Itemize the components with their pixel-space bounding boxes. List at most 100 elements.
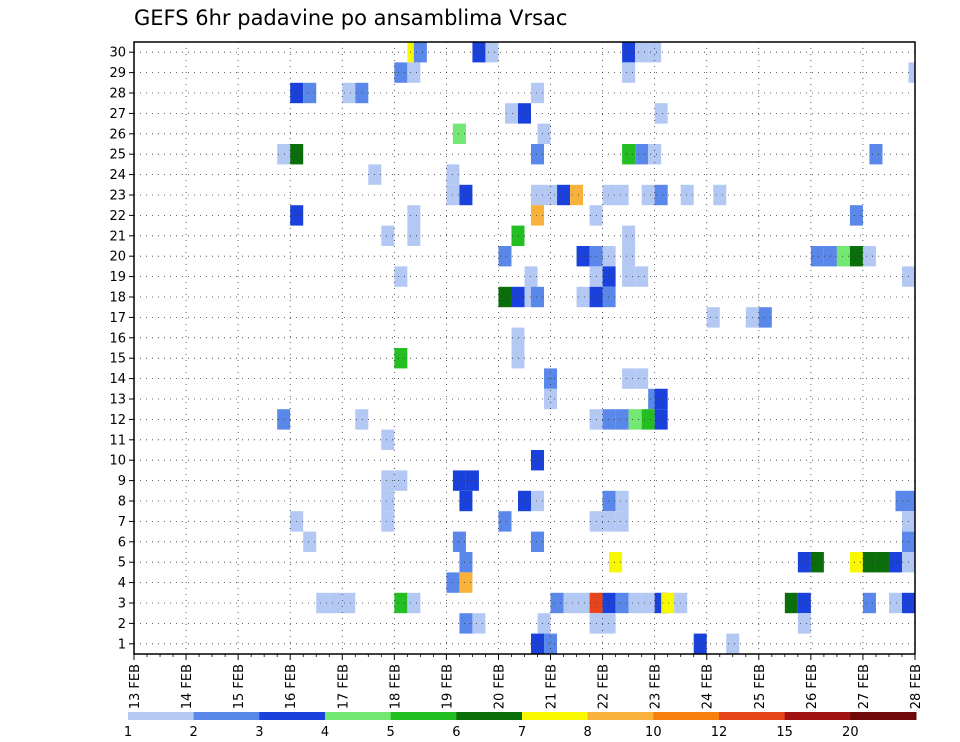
heatmap-cell — [615, 184, 629, 206]
heatmap-cell — [498, 286, 512, 308]
heatmap-cell — [544, 633, 558, 654]
y-tick-label: 12 — [109, 413, 126, 428]
legend-label: 8 — [584, 725, 592, 740]
heatmap-cell — [531, 205, 545, 226]
legend-label: 1 — [124, 725, 132, 740]
y-tick-label: 14 — [109, 372, 126, 387]
heatmap-cell — [550, 592, 564, 614]
y-tick-label: 7 — [118, 515, 126, 530]
heatmap-cell — [531, 144, 545, 165]
y-tick-label: 11 — [109, 433, 126, 448]
grid-lines — [134, 42, 915, 654]
legend-swatch — [719, 712, 786, 720]
heatmap-cell — [622, 42, 636, 63]
heatmap-cell — [726, 633, 740, 654]
heatmap-cell — [797, 552, 811, 573]
y-tick-label: 27 — [109, 107, 126, 122]
heatmap-cell — [602, 511, 616, 532]
x-axis-ticks: 13 FEB 14 FEB 15 FEB 16 FEB 17 FEB 18 FEB 19 F… — [128, 654, 924, 709]
heatmap-cell — [622, 266, 636, 287]
legend-swatch — [193, 712, 260, 720]
heatmap-cell — [849, 205, 863, 226]
heatmap-cell — [862, 246, 876, 267]
legend-label: 6 — [452, 725, 460, 740]
heatmap-cell — [394, 592, 408, 614]
heatmap-cell — [908, 62, 915, 83]
y-tick-label: 24 — [109, 168, 126, 183]
y-tick-label: 16 — [109, 331, 126, 346]
heatmap-cell — [654, 184, 668, 206]
heatmap-cell — [316, 592, 330, 614]
heatmap-cell — [524, 266, 538, 287]
heatmap-cell — [576, 286, 590, 308]
legend-swatch — [653, 712, 720, 720]
x-tick-label: 25 FEB — [753, 664, 768, 709]
heatmap-cell — [888, 592, 902, 614]
heatmap-cell — [602, 613, 616, 634]
heatmap-cell — [615, 490, 629, 512]
legend-label: 3 — [255, 725, 263, 740]
heatmap-cell — [849, 552, 863, 573]
y-tick-label: 15 — [109, 352, 126, 367]
heatmap-cell — [531, 490, 545, 512]
heatmap-cell — [635, 266, 649, 287]
x-tick-label: 19 FEB — [440, 664, 455, 709]
heatmap-cell — [459, 552, 473, 573]
heatmap-cell — [862, 552, 876, 573]
y-tick-label: 18 — [109, 291, 126, 306]
x-tick-label: 17 FEB — [336, 664, 351, 709]
heatmap-cell — [810, 246, 824, 267]
y-tick-label: 21 — [109, 229, 126, 244]
heatmap-cell — [531, 286, 545, 308]
legend-swatch — [128, 712, 195, 720]
x-tick-label: 13 FEB — [128, 664, 143, 709]
heatmap-cell — [602, 592, 616, 614]
heatmap-cell — [628, 592, 642, 614]
heatmap-cell — [511, 286, 525, 308]
heatmap-cell — [537, 123, 551, 144]
heatmap-cell — [797, 613, 811, 634]
y-tick-label: 10 — [109, 454, 126, 469]
heatmap-cell — [615, 409, 629, 430]
heatmap-cell — [797, 592, 811, 614]
chart-title: GEFS 6hr padavine po ansamblima Vrsac — [134, 6, 568, 30]
heatmap-cell — [498, 246, 512, 267]
heatmap-cell — [628, 409, 642, 430]
heatmap-cell — [407, 225, 421, 246]
x-tick-label: 24 FEB — [701, 664, 716, 709]
heatmap-cell — [277, 409, 291, 430]
heatmap-cell — [862, 592, 876, 614]
heatmap-cell — [622, 246, 636, 267]
legend-label: 10 — [645, 725, 662, 740]
heatmap-cell — [381, 511, 395, 532]
heatmap-cell — [381, 429, 395, 450]
heatmap-cell — [537, 613, 551, 634]
heatmap-cell — [531, 82, 545, 104]
heatmap-cell — [654, 103, 668, 124]
heatmap-cell — [563, 592, 577, 614]
legend-swatch — [325, 712, 392, 720]
heatmap-cell — [452, 123, 466, 144]
y-axis-ticks: 1234567891011121314151617181920212223242… — [109, 46, 134, 652]
heatmap-cell — [622, 225, 636, 246]
color-legend: 1 2 3 4 5 6 7 8 10 12 15 20 — [124, 712, 917, 740]
legend-swatch — [259, 712, 326, 720]
heatmap-cell — [570, 184, 584, 206]
y-tick-label: 29 — [109, 66, 126, 81]
heatmap-cell — [635, 42, 649, 63]
heatmap-cell — [622, 368, 636, 389]
heatmap-cell — [602, 409, 616, 430]
heatmap-cell — [472, 613, 486, 634]
legend-swatch — [850, 712, 917, 720]
heatmap-cell — [531, 531, 545, 552]
legend-label: 5 — [387, 725, 395, 740]
y-tick-label: 3 — [118, 597, 126, 612]
heatmap-cell — [504, 103, 518, 124]
heatmap-cell — [472, 42, 486, 63]
heatmap-cell — [641, 409, 655, 430]
x-tick-label: 27 FEB — [857, 664, 872, 709]
heatmap-cell — [459, 613, 473, 634]
heatmap-cell — [849, 246, 863, 267]
heatmap-cell — [609, 552, 623, 573]
